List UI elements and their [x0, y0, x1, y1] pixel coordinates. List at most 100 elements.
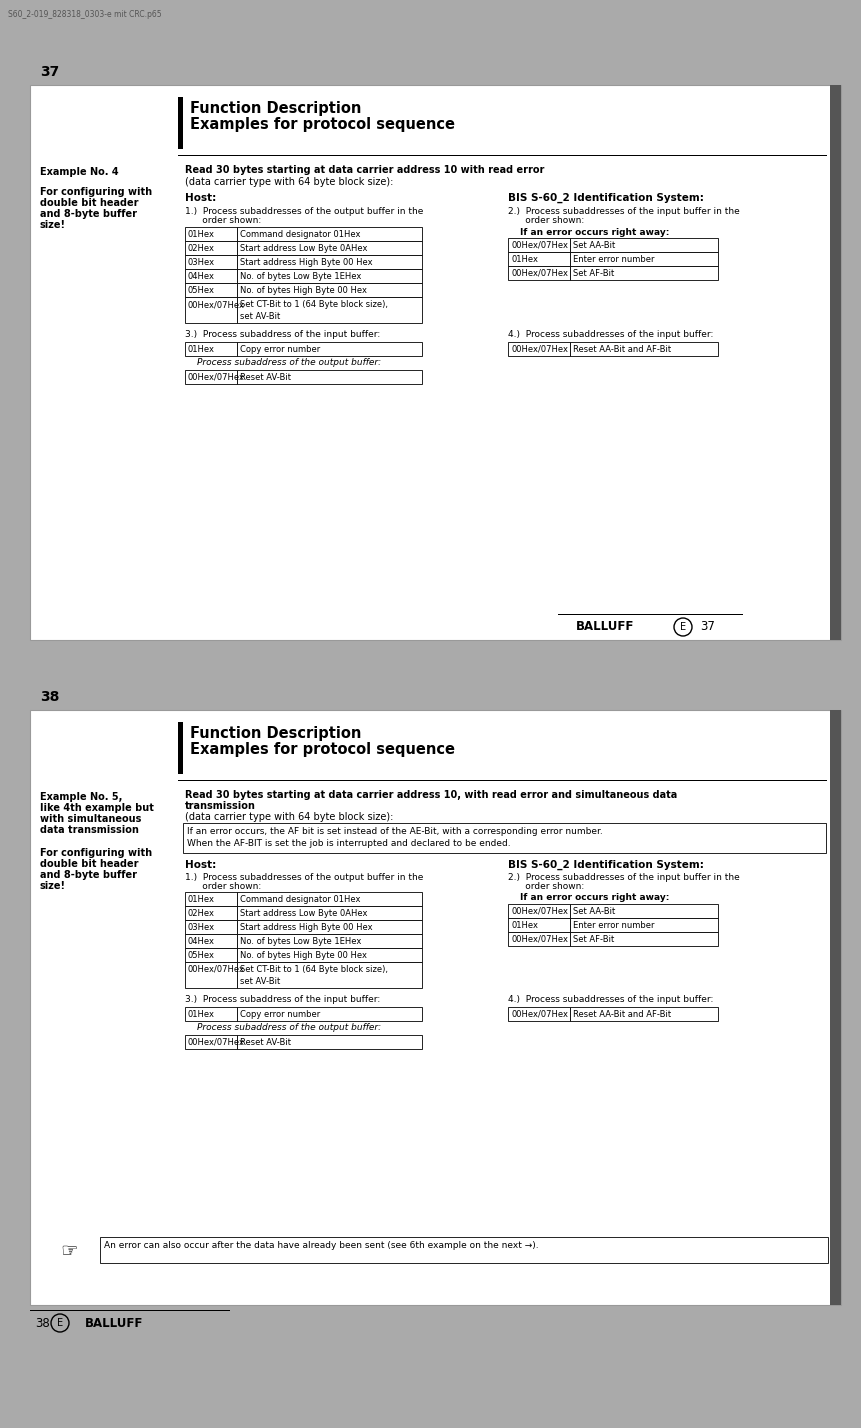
Text: order shown:: order shown:	[508, 883, 585, 891]
Text: 01Hex: 01Hex	[188, 230, 215, 238]
Text: If an error occurs right away:: If an error occurs right away:	[520, 892, 669, 902]
Text: order shown:: order shown:	[185, 216, 261, 226]
Text: 37: 37	[40, 66, 59, 79]
Bar	[570, 266, 718, 280]
Text: 00Hex/07Hex: 00Hex/07Hex	[188, 965, 245, 974]
Text: size!: size!	[40, 881, 66, 891]
Text: 00Hex/07Hex: 00Hex/07Hex	[188, 300, 245, 308]
Text: No. of bytes Low Byte 1EHex: No. of bytes Low Byte 1EHex	[240, 271, 362, 281]
Bar	[0, 645, 861, 720]
Text: If an error occurs, the AF bit is set instead of the AE-Bit, with a correspondin: If an error occurs, the AF bit is set in…	[187, 827, 603, 835]
Text: Set AF-Bit: Set AF-Bit	[573, 268, 614, 278]
Bar	[185, 905, 237, 920]
Bar	[570, 251, 718, 266]
Bar	[178, 723, 183, 774]
Text: like 4th example but: like 4th example but	[40, 803, 154, 813]
Text: BIS S-60_2 Identification System:: BIS S-60_2 Identification System:	[508, 860, 704, 870]
Text: Set AA-Bit: Set AA-Bit	[573, 907, 616, 915]
Bar	[237, 948, 422, 962]
Text: 00Hex/07Hex: 00Hex/07Hex	[511, 346, 568, 354]
Bar	[570, 341, 718, 356]
Text: 38: 38	[35, 1317, 50, 1329]
Bar	[237, 241, 422, 256]
Text: 02Hex: 02Hex	[188, 244, 215, 253]
Text: Example No. 5,: Example No. 5,	[40, 793, 122, 803]
Bar	[508, 251, 570, 266]
Text: with simultaneous: with simultaneous	[40, 814, 141, 824]
Text: Set AA-Bit: Set AA-Bit	[573, 241, 616, 250]
Bar	[237, 905, 422, 920]
Text: 3.)  Process subaddress of the input buffer:: 3.) Process subaddress of the input buff…	[185, 330, 381, 338]
Bar	[185, 1035, 237, 1050]
Text: BALLUFF: BALLUFF	[576, 620, 635, 633]
Bar	[185, 297, 237, 323]
Text: 02Hex: 02Hex	[188, 910, 215, 918]
Bar	[185, 934, 237, 948]
Text: 00Hex/07Hex: 00Hex/07Hex	[188, 1038, 245, 1047]
Text: Set AF-Bit: Set AF-Bit	[573, 935, 614, 944]
Bar	[237, 370, 422, 384]
Bar	[508, 266, 570, 280]
Bar	[570, 1007, 718, 1021]
Text: Examples for protocol sequence: Examples for protocol sequence	[190, 117, 455, 131]
Bar	[237, 1007, 422, 1021]
Text: 00Hex/07Hex: 00Hex/07Hex	[188, 373, 245, 381]
Text: 01Hex: 01Hex	[511, 256, 538, 264]
Text: Copy error number: Copy error number	[240, 1010, 320, 1020]
Text: Function Description: Function Description	[190, 101, 362, 116]
Text: Command designator 01Hex: Command designator 01Hex	[240, 895, 361, 904]
Text: Process subaddress of the output buffer:: Process subaddress of the output buffer:	[197, 358, 381, 367]
Text: Command designator 01Hex: Command designator 01Hex	[240, 230, 361, 238]
Bar	[185, 341, 237, 356]
Text: 03Hex: 03Hex	[188, 922, 215, 932]
Text: Example No. 4: Example No. 4	[40, 167, 119, 177]
Text: ☞: ☞	[60, 1242, 77, 1261]
Text: Enter error number: Enter error number	[573, 921, 654, 930]
Bar	[508, 1007, 570, 1021]
Text: Set CT-Bit to 1 (64 Byte block size),: Set CT-Bit to 1 (64 Byte block size),	[240, 965, 388, 974]
Text: Set CT-Bit to 1 (64 Byte block size),: Set CT-Bit to 1 (64 Byte block size),	[240, 300, 388, 308]
Text: 1.)  Process subaddresses of the output buffer in the: 1.) Process subaddresses of the output b…	[185, 873, 424, 883]
Bar	[185, 892, 237, 905]
Bar	[508, 904, 570, 918]
Text: 01Hex: 01Hex	[188, 895, 215, 904]
Bar	[237, 892, 422, 905]
Text: double bit header: double bit header	[40, 860, 139, 870]
Text: double bit header: double bit header	[40, 198, 139, 208]
Text: Start address Low Byte 0AHex: Start address Low Byte 0AHex	[240, 244, 368, 253]
Text: 00Hex/07Hex: 00Hex/07Hex	[511, 935, 568, 944]
Text: Start address Low Byte 0AHex: Start address Low Byte 0AHex	[240, 910, 368, 918]
Text: No. of bytes Low Byte 1EHex: No. of bytes Low Byte 1EHex	[240, 937, 362, 945]
Text: Host:: Host:	[185, 193, 216, 203]
Bar	[237, 962, 422, 988]
Text: For configuring with: For configuring with	[40, 848, 152, 858]
Text: If an error occurs right away:: If an error occurs right away:	[520, 228, 669, 237]
Bar	[237, 268, 422, 283]
Bar	[237, 920, 422, 934]
Bar	[570, 932, 718, 945]
Text: data transmission: data transmission	[40, 825, 139, 835]
Bar	[185, 920, 237, 934]
Bar	[185, 1007, 237, 1021]
Bar	[30, 86, 841, 640]
Text: transmission: transmission	[185, 801, 256, 811]
Bar	[185, 256, 237, 268]
Text: 00Hex/07Hex: 00Hex/07Hex	[511, 241, 568, 250]
Text: Function Description: Function Description	[190, 725, 362, 741]
Text: 37: 37	[700, 621, 715, 634]
Bar	[508, 918, 570, 932]
Text: Start address High Byte 00 Hex: Start address High Byte 00 Hex	[240, 922, 373, 932]
Bar	[237, 934, 422, 948]
Text: Host:: Host:	[185, 860, 216, 870]
Text: 01Hex: 01Hex	[511, 921, 538, 930]
Text: No. of bytes High Byte 00 Hex: No. of bytes High Byte 00 Hex	[240, 286, 367, 296]
Bar	[830, 710, 841, 1305]
Text: 2.)  Process subaddresses of the input buffer in the: 2.) Process subaddresses of the input bu…	[508, 207, 740, 216]
Text: set AV-Bit: set AV-Bit	[240, 977, 280, 985]
Bar	[237, 256, 422, 268]
Text: Reset AV-Bit: Reset AV-Bit	[240, 1038, 291, 1047]
Text: order shown:: order shown:	[508, 216, 585, 226]
Bar	[100, 1237, 828, 1262]
Text: 4.)  Process subaddresses of the input buffer:: 4.) Process subaddresses of the input bu…	[508, 330, 714, 338]
Text: 4.)  Process subaddresses of the input buffer:: 4.) Process subaddresses of the input bu…	[508, 995, 714, 1004]
